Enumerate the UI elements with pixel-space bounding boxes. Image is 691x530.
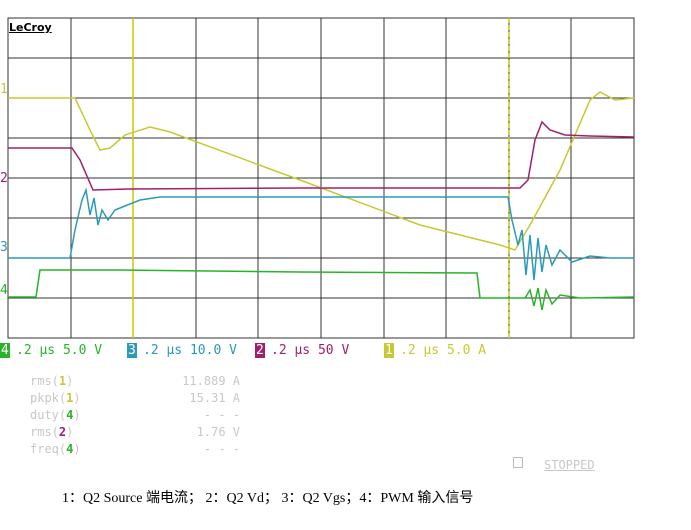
measurement-value: 11.889 A — [182, 374, 240, 388]
measurement-close: ) — [73, 391, 81, 405]
channel-id: 4 — [0, 343, 10, 358]
measurement-name: duty( — [30, 408, 67, 422]
brand: LeCroy — [9, 21, 52, 34]
marker: 2 — [0, 171, 8, 186]
measurement-name: rms( — [30, 425, 59, 439]
cursors — [132, 18, 510, 338]
measurement: pkpk(1) — [30, 391, 81, 405]
measurement-channel: 1 — [58, 374, 67, 388]
measurement: rms(1) — [30, 374, 73, 388]
measurement-close: ) — [73, 408, 81, 422]
measurement-value: - - - — [203, 442, 240, 456]
measurement-value: - - - — [203, 408, 240, 422]
marker: 1 — [0, 82, 8, 97]
measurement-name: rms( — [30, 374, 59, 388]
status: STOPPED — [544, 458, 595, 472]
measurement-close: ) — [66, 374, 74, 388]
measurement-channel: 1 — [66, 391, 74, 405]
status-box — [513, 457, 523, 468]
measurement-name: freq( — [30, 442, 67, 456]
grid — [7, 17, 635, 339]
marker: 4 — [0, 283, 8, 298]
channel-setting: .2 µs 10.0 V — [143, 343, 237, 358]
scope-screen — [7, 17, 635, 339]
measurement-channel: 4 — [66, 408, 74, 422]
channel-id: 1 — [384, 343, 394, 358]
channel-id: 3 — [127, 343, 137, 358]
channel-setting: .2 µs 5.0 A — [400, 343, 487, 358]
marker: 3 — [0, 240, 8, 255]
measurement-value: 1.76 V — [196, 425, 240, 439]
measurement-channel: 2 — [58, 425, 67, 439]
channel-setting: .2 µs 5.0 V — [16, 343, 103, 358]
channel-setting: .2 µs 50 V — [271, 343, 350, 358]
channel-id: 2 — [255, 343, 265, 358]
caption: 1：Q2 Source 端电流； 2：Q2 Vd； 3：Q2 Vgs；4：PWM… — [62, 491, 474, 506]
measurement: duty(4) — [30, 408, 81, 422]
measurement-close: ) — [73, 442, 81, 456]
measurement: freq(4) — [30, 442, 81, 456]
trace-4 — [8, 269, 635, 311]
measurement-channel: 4 — [66, 442, 74, 456]
trace-1 — [8, 91, 635, 251]
measurement: rms(2) — [30, 425, 73, 439]
measurement-value: 15.31 A — [189, 391, 240, 405]
measurement-close: ) — [66, 425, 74, 439]
trace-3 — [8, 187, 634, 281]
measurement-name: pkpk( — [30, 391, 67, 405]
trace-2 — [8, 120, 635, 191]
